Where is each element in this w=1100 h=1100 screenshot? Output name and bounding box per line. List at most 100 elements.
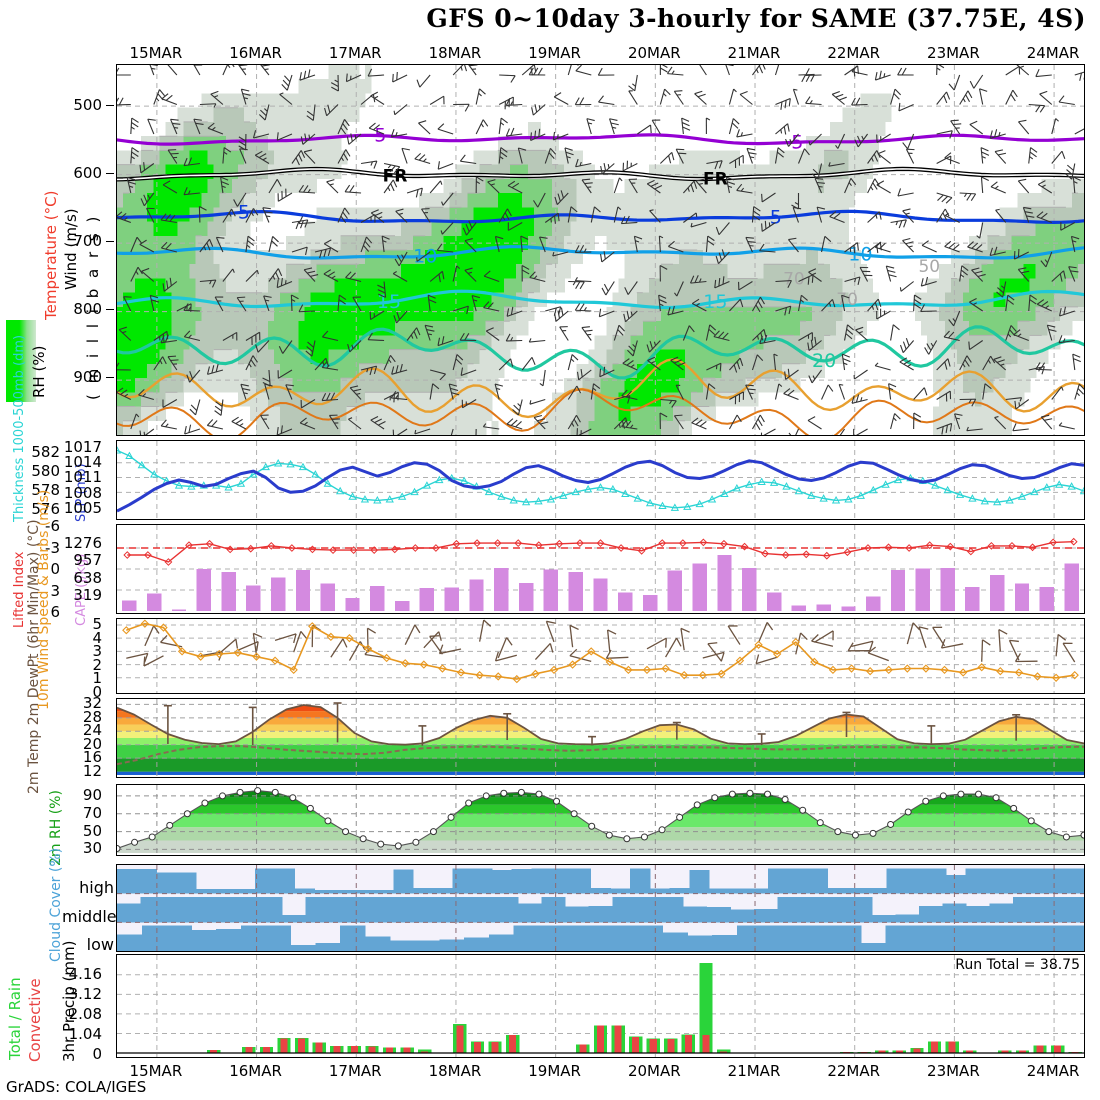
rh2m-plot[interactable] [117, 785, 1084, 855]
day-label: 19MAR [528, 1062, 581, 1080]
day-label: 17MAR [328, 1062, 382, 1080]
tick-mark [106, 377, 114, 379]
cross-section-panel[interactable]: -5 -5 FR FR 5 5 10 10 15 15 20 50 70 70 [116, 64, 1085, 436]
axis-tick-label: 900 [73, 368, 102, 387]
cloud-cover-plot[interactable] [117, 865, 1084, 951]
svg-text:20: 20 [812, 350, 836, 372]
slp-thickness-panel[interactable] [116, 440, 1085, 520]
svg-text:10: 10 [413, 245, 437, 267]
label-rh-units: RH (%) [30, 345, 48, 398]
axis-tick-label: 24 [82, 721, 102, 740]
top-day-axis: 15MAR 16MAR 17MAR 18MAR 19MAR 20MAR 21MAR 22MAR… [116, 44, 1085, 64]
day-label: 19MAR [528, 44, 581, 62]
axis-tick-label: 3 [92, 642, 102, 661]
cloud-row-label: low [86, 935, 114, 955]
axis-tick-label: 1276 [63, 534, 102, 553]
svg-text:70: 70 [836, 290, 858, 310]
rh2m-panel[interactable] [116, 784, 1085, 856]
day-label: 23MAR [927, 44, 980, 62]
wind10m-plot[interactable] [117, 619, 1084, 693]
cape-li-panel[interactable] [116, 524, 1085, 614]
axis-tick-label: 319 [73, 585, 102, 604]
cross-section-left-labels: Wind (m/s) Temperature (°C) RH (%) ( m i… [0, 60, 112, 440]
axis-tick-label: 4.16 [68, 965, 102, 984]
page-title: GFS 0~10day 3-hourly for SAME (37.75E, 4… [426, 4, 1086, 33]
axis-tick-label: 800 [73, 300, 102, 319]
svg-text:5: 5 [770, 206, 782, 228]
day-label: 16MAR [229, 1062, 282, 1080]
axis-tick-label: 1014 [63, 453, 102, 472]
day-label: 15MAR [129, 1062, 183, 1080]
svg-text:-5: -5 [367, 125, 386, 147]
axis-tick-label: 16 [82, 748, 102, 767]
axis-tick-label: 0 [50, 560, 60, 578]
axis-tick-label: -3 [45, 538, 60, 557]
axis-tick-label: 500 [73, 95, 102, 114]
svg-text:FR: FR [703, 170, 728, 190]
axis-tick-label: 4 [92, 628, 102, 647]
cloud-row-label: high [79, 878, 114, 897]
axis-tick-label: 70 [82, 803, 102, 822]
temp-dewpt-panel[interactable] [116, 698, 1085, 778]
axis-tick-label: 12 [82, 761, 102, 780]
bottom-day-axis: 15MAR 16MAR 17MAR 18MAR 19MAR 20MAR 21MAR 22MAR… [116, 1062, 1085, 1082]
cape-ytick-labels: 1276 957 638 319 [62, 520, 106, 618]
precip-plot[interactable] [117, 955, 1084, 1057]
day-label: 15MAR [129, 44, 183, 62]
thickness-ytick-labels: 582 580 578 576 [20, 436, 64, 522]
cape-li-plot[interactable] [117, 525, 1084, 613]
axis-tick-label: 700 [73, 232, 102, 251]
day-label: 23MAR [927, 1062, 980, 1080]
svg-text:50: 50 [918, 257, 940, 277]
svg-text:FR: FR [383, 167, 408, 187]
day-label: 20MAR [627, 1062, 681, 1080]
cloud-row-label: middle [62, 906, 117, 926]
axis-tick-label: -6 [45, 517, 60, 535]
axis-tick-label: 578 [31, 480, 60, 499]
rh-legend-swatch [6, 320, 36, 402]
axis-tick-label: 32 [82, 694, 102, 713]
axis-tick-label: 3 [50, 581, 60, 600]
axis-tick-label: 6 [50, 603, 60, 621]
label-precip-convective: Convective [26, 978, 44, 1062]
day-label: 16MAR [229, 44, 282, 62]
axis-tick-label: 580 [31, 461, 60, 480]
slp-ytick-labels: 1017 1014 1011 1008 1005 [62, 436, 106, 522]
axis-tick-label: 1 [92, 669, 102, 688]
axis-tick-label: 3.12 [68, 985, 102, 1004]
label-precip-total: Total / Rain [6, 977, 24, 1060]
cross-section-ytick-labels: 500 600 700 800 900 [62, 60, 114, 440]
day-label: 17MAR [328, 44, 382, 62]
axis-tick-label: 582 [31, 442, 60, 461]
svg-text:-5: -5 [784, 131, 803, 153]
axis-tick-label: 2 [92, 655, 102, 674]
cloud-cover-panel[interactable] [116, 864, 1085, 952]
day-label: 21MAR [727, 1062, 781, 1080]
axis-tick-label: 2.08 [68, 1005, 102, 1024]
day-label: 24MAR [1026, 1062, 1080, 1080]
axis-tick-label: 28 [82, 707, 102, 726]
day-label: 21MAR [727, 44, 781, 62]
label-temperature-units: Temperature (°C) [42, 190, 60, 320]
axis-tick-label: 0 [92, 683, 102, 701]
axis-tick-label: 1.04 [68, 1025, 102, 1044]
svg-text:5: 5 [238, 201, 250, 223]
axis-tick-label: 1017 [63, 438, 102, 457]
svg-text:70: 70 [783, 269, 805, 289]
day-label: 24MAR [1026, 44, 1080, 62]
axis-tick-label: 576 [31, 499, 60, 518]
svg-text:15: 15 [377, 291, 401, 313]
day-label: 20MAR [627, 44, 681, 62]
rh2m-ytick-labels: 90 70 50 30 [62, 780, 106, 860]
temp-dewpt-plot[interactable] [117, 699, 1084, 777]
slp-thickness-plot[interactable] [117, 441, 1084, 519]
tick-mark [106, 104, 114, 106]
day-label: 22MAR [827, 44, 881, 62]
axis-tick-label: 1005 [63, 498, 102, 517]
axis-tick-label: 1011 [63, 468, 102, 487]
precip-panel[interactable]: Run Total = 38.75 [116, 954, 1085, 1058]
axis-tick-label: 957 [73, 551, 102, 570]
wind10m-panel[interactable] [116, 618, 1085, 694]
